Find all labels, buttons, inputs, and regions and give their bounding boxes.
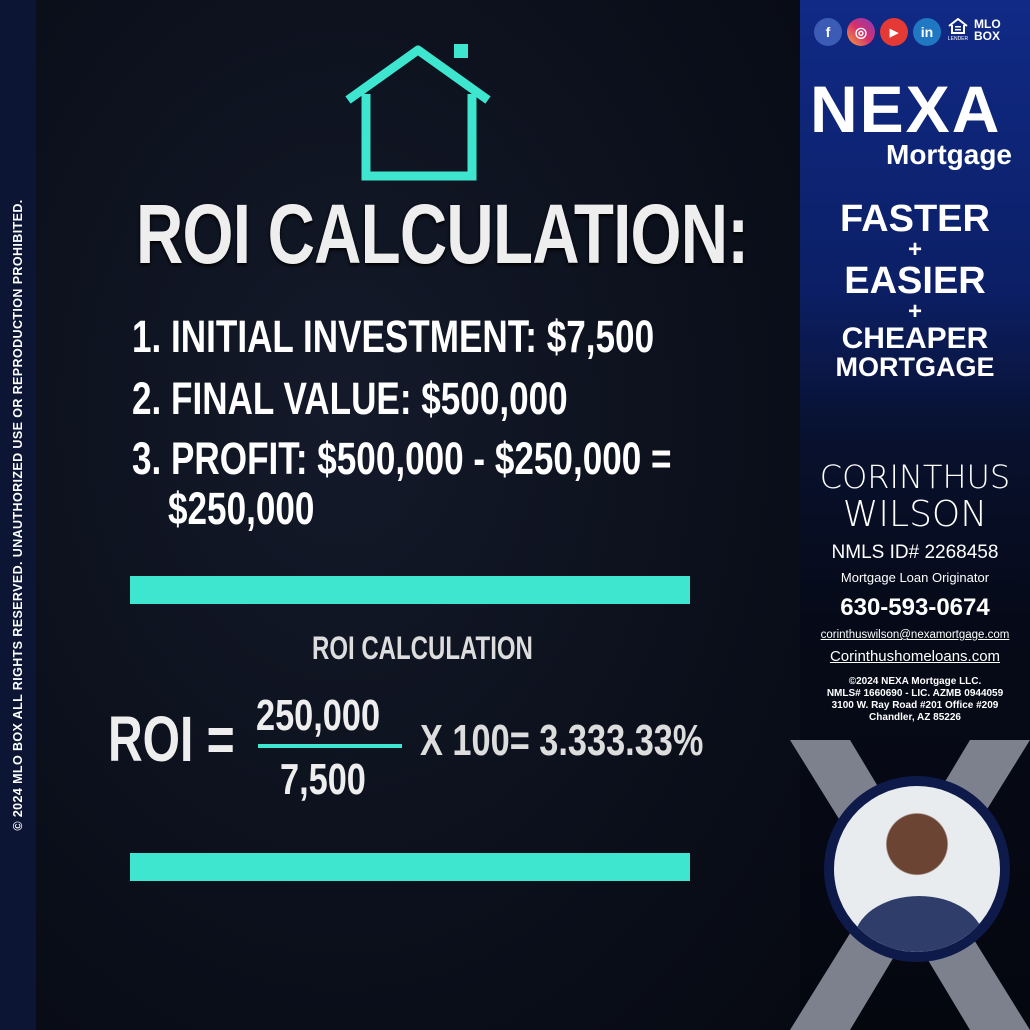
legal-line: Chandler, AZ 85226 — [869, 712, 961, 723]
roi-label: ROI = — [108, 703, 235, 775]
last-name: WILSON — [842, 494, 988, 535]
list-item: 3. PROFIT: $500,000 - $250,000 = — [132, 433, 672, 484]
nmls-id: NMLS ID# 2268458 — [831, 542, 999, 563]
equal-housing-icon: LENDER — [946, 17, 970, 42]
agent-name: CORINTHUS WILSON — [800, 458, 1030, 534]
copyright-strip: © 2024 MLO BOX ALL RIGHTS RESERVED. UNAU… — [0, 0, 36, 1030]
tagline: FASTER + EASIER + CHEAPER MORTGAGE — [800, 200, 1030, 381]
list-item: 1. INITIAL INVESTMENT: $7,500 — [132, 311, 655, 362]
website-link[interactable]: Corinthushomeloans.com — [829, 648, 1001, 665]
instagram-icon[interactable]: ◎ — [847, 18, 875, 46]
section-subtitle: ROI CALCULATION — [312, 630, 533, 666]
list-item: $250,000 — [168, 483, 315, 534]
brand-logo: NEXA — [810, 72, 1002, 146]
tagline-line: CHEAPER — [841, 322, 989, 355]
tagline-line: FASTER — [840, 198, 990, 240]
youtube-icon[interactable]: ▶ — [880, 18, 908, 46]
email-link[interactable]: corinthuswilson@nexamortgage.com — [820, 629, 1010, 641]
numerator: 250,000 — [256, 691, 381, 740]
tagline-line: + — [907, 298, 922, 325]
denominator: 7,500 — [280, 755, 366, 804]
legal-info: ©2024 NEXA Mortgage LLC. NMLS# 1660690 -… — [800, 676, 1030, 724]
mlo-box-logo: MLO BOX — [974, 17, 1001, 43]
multiplier: X 100= — [420, 716, 530, 765]
divider-bar — [130, 853, 690, 881]
main-panel: ROI CALCULATION: 1. INITIAL INVESTMENT: … — [36, 0, 800, 1030]
first-name: CORINTHUS — [819, 458, 1011, 496]
fraction-line — [258, 744, 402, 748]
legal-line: NMLS# 1660690 - LIC. AZMB 0944059 — [826, 688, 1004, 699]
agent-photo — [824, 776, 1010, 962]
linkedin-icon[interactable]: in — [913, 18, 941, 46]
tagline-line: MORTGAGE — [835, 352, 995, 382]
phone[interactable]: 630-593-0674 — [840, 594, 990, 621]
tagline-line: + — [907, 236, 922, 263]
legal-line: ©2024 NEXA Mortgage LLC. — [848, 676, 982, 687]
legal-line: 3100 W. Ray Road #201 Office #209 — [831, 700, 999, 711]
divider-bar — [130, 576, 690, 604]
facebook-icon[interactable]: f — [814, 18, 842, 46]
house-icon — [345, 44, 491, 181]
role: Mortgage Loan Originator — [840, 570, 990, 585]
result-value: 3.333.33% — [539, 716, 704, 765]
copyright-text: © 2024 MLO BOX ALL RIGHTS RESERVED. UNAU… — [11, 199, 25, 831]
tagline-line: EASIER — [844, 260, 986, 302]
equal-housing-text: LENDER — [947, 36, 969, 42]
list-item: 2. FINAL VALUE: $500,000 — [132, 373, 568, 424]
roi-result: X 100= 3.333.33% — [420, 716, 704, 765]
page-title: ROI CALCULATION: — [136, 187, 749, 281]
brand-subtitle: Mortgage — [886, 139, 1012, 170]
